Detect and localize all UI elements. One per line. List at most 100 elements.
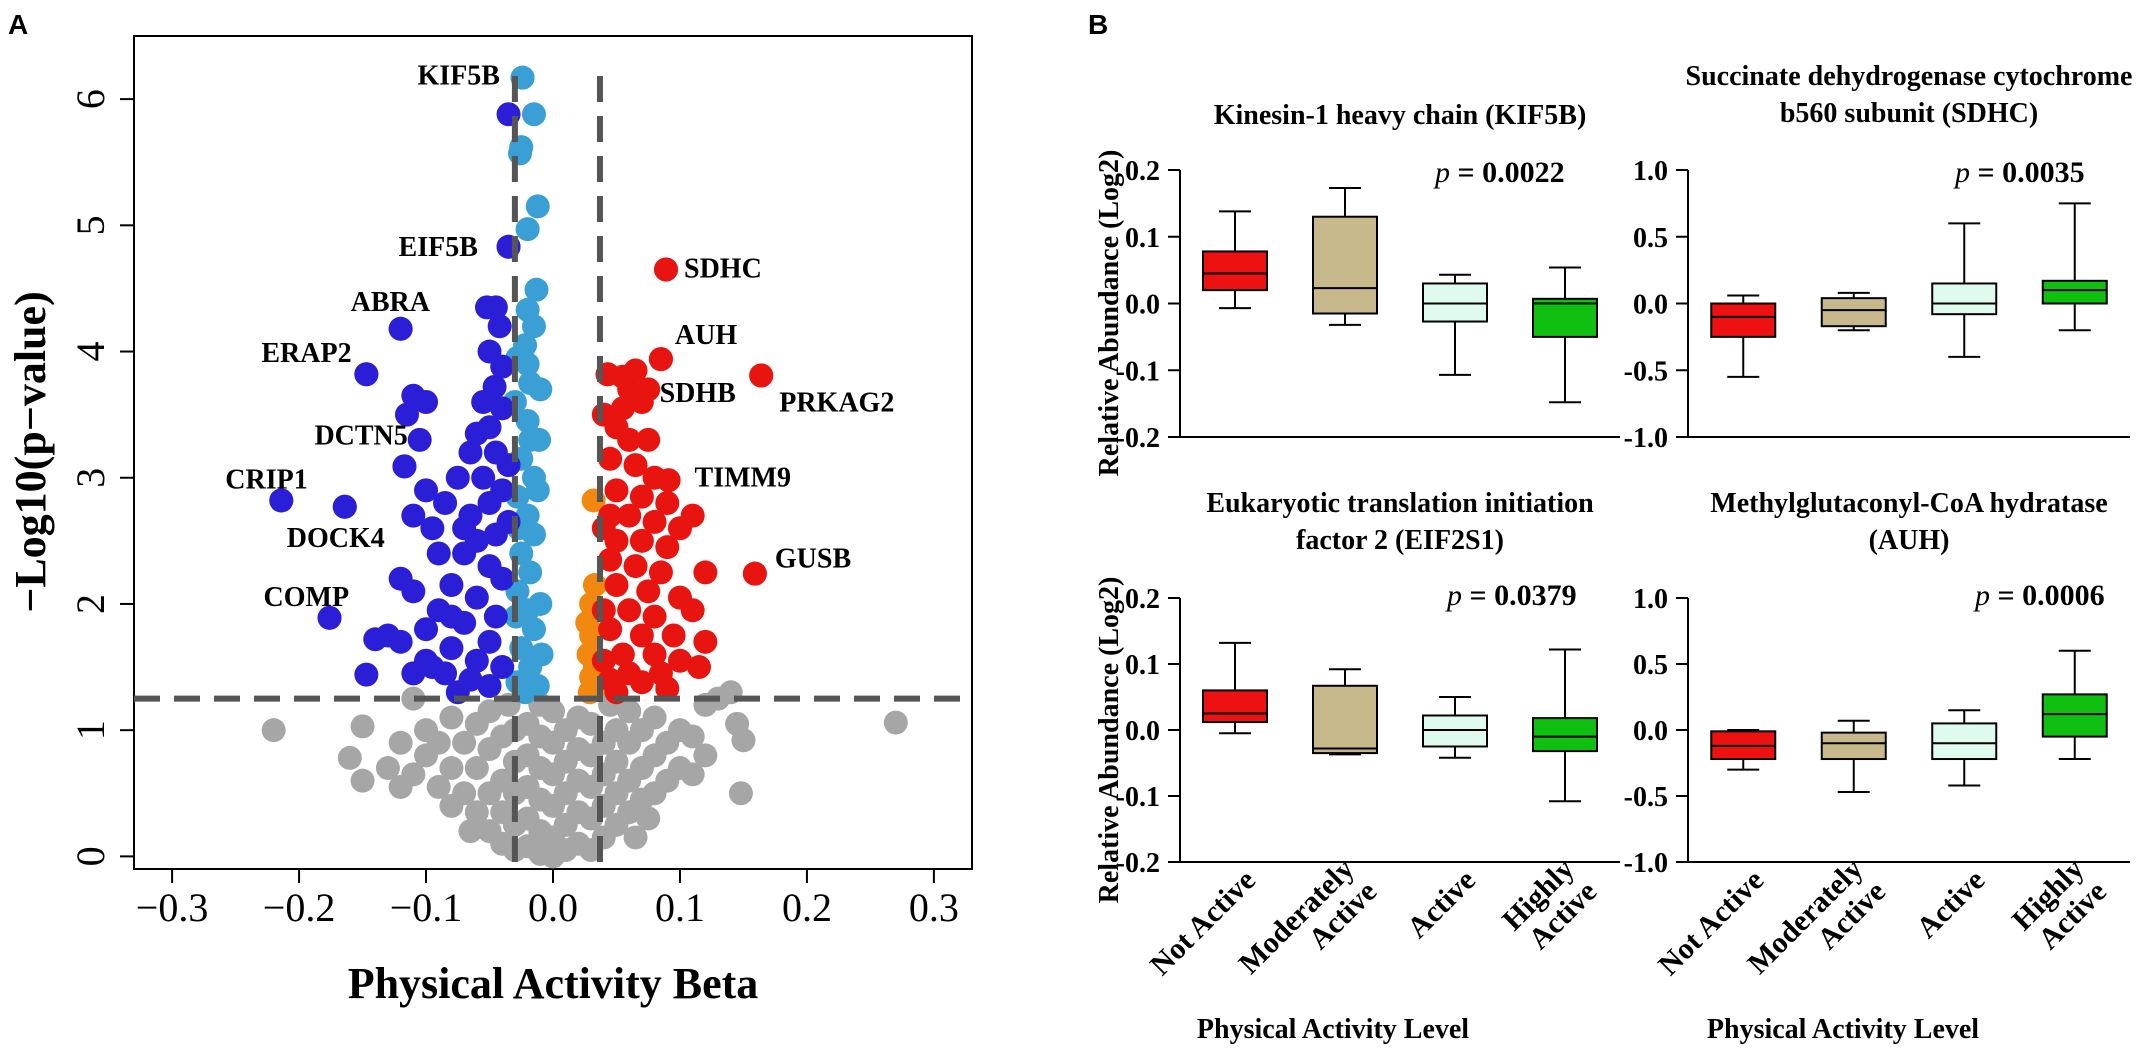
volcano-point-grey: [426, 774, 451, 799]
volcano-point-grey: [617, 699, 642, 724]
box-active: [1931, 222, 1998, 358]
volcano-point-red: [680, 598, 705, 623]
box-active: [1422, 696, 1488, 759]
box-iqr: [1710, 302, 1777, 338]
box-y-axis-label: Relative Abundance (Log2): [1094, 577, 1125, 904]
box-p-value: p = 0.0379: [1445, 579, 1577, 612]
volcano-point-erap2: [354, 362, 379, 387]
volcano-point-lightblue: [528, 591, 553, 616]
boxplot-kif5b: -0.2 -0.1 0.0 0.1 0.2 Kinesin-1 heavy chain (…: [1094, 100, 1620, 476]
volcano-point-blue: [490, 655, 515, 680]
volcano-point-red: [623, 554, 648, 579]
volcano-point-lightblue: [521, 617, 546, 642]
box-y-tick-label: -1.0: [1624, 423, 1668, 454]
volcano-point-auh: [648, 347, 673, 372]
volcano-point-grey: [337, 745, 362, 770]
volcano-point-grey: [693, 743, 718, 768]
box-y-tick-label: -1.0: [1624, 848, 1668, 879]
volcano-point-red: [617, 503, 642, 528]
panel-label-b: B: [1088, 9, 1108, 40]
volcano-point-red: [591, 648, 616, 673]
volcano-y-tick-label: 2: [68, 594, 113, 614]
volcano-point-blue: [414, 617, 439, 642]
volcano-point-grey: [636, 806, 661, 831]
volcano-point-blue: [483, 522, 508, 547]
box-y-axis-label: Relative Abundance (Log2): [1094, 150, 1125, 477]
volcano-point-blue: [401, 383, 426, 408]
volcano-point-grey: [642, 705, 667, 730]
volcano-point-red: [623, 453, 648, 478]
volcano-point-red: [667, 648, 692, 673]
volcano-point-grey: [388, 730, 413, 755]
volcano-point-red: [642, 642, 667, 667]
box-category-label: ModeratelyActive: [1232, 852, 1383, 1003]
volcano-points-blue: [269, 102, 521, 705]
volcano-point-red: [629, 484, 654, 509]
box-category-label: HighlyActive: [2006, 852, 2113, 959]
box-moderately-active: [1820, 291, 1887, 332]
box-highly-active: [1532, 266, 1598, 404]
volcano-y-tick-label: 0: [68, 846, 113, 866]
volcano-point-blue: [420, 655, 445, 680]
box-iqr: [1820, 297, 1887, 328]
volcano-point-red: [687, 655, 712, 680]
volcano-point-blue: [439, 636, 464, 661]
box-title: Methylglutaconyl-CoA hydratase: [1710, 488, 2107, 519]
volcano-point-red: [629, 623, 654, 648]
volcano-point-grey: [464, 756, 489, 781]
volcano-point-prkag2: [749, 363, 774, 388]
box-x-axis-label-right: Physical Activity Level: [1707, 1014, 1979, 1045]
volcano-point-red: [610, 396, 635, 421]
box-y-tick-label: 1.0: [1633, 156, 1668, 187]
volcano-label-dock4: DOCK4: [287, 523, 385, 554]
volcano-point-lightblue: [518, 560, 543, 585]
volcano-points-grey: [261, 680, 908, 869]
box-iqr: [1202, 250, 1268, 292]
volcano-point-red: [610, 642, 635, 667]
volcano-point-grey: [464, 800, 489, 825]
volcano-point-blue: [354, 662, 379, 687]
volcano-point-lightblue: [515, 408, 540, 433]
box-y-tick-label: 0.5: [1633, 223, 1668, 254]
volcano-label-gusb: GUSB: [775, 544, 851, 575]
volcano-y-ticks: 0 1 2 3 4 5 6: [68, 89, 134, 866]
volcano-point-blue: [490, 396, 515, 421]
volcano-point-red: [598, 547, 623, 572]
volcano-point-blue: [420, 516, 445, 541]
volcano-point-red: [655, 490, 680, 515]
box-title: Kinesin-1 heavy chain (KIF5B): [1214, 100, 1587, 131]
box-iqr: [1202, 689, 1268, 724]
box-y-tick-label: 1.0: [1633, 584, 1668, 615]
volcano-point-sdhc: [654, 257, 679, 282]
box-iqr: [1312, 684, 1378, 755]
volcano-point-blue: [464, 585, 489, 610]
box-x-axis-label-left: Physical Activity Level: [1197, 1014, 1469, 1045]
box-moderately-active: [1820, 719, 1887, 794]
box-category-label: Active: [1910, 864, 1991, 945]
box-iqr: [1312, 215, 1378, 315]
volcano-point-lightblue: [529, 642, 554, 667]
volcano-label-comp: COMP: [264, 582, 350, 613]
volcano-point-red: [693, 629, 718, 654]
volcano-point-red: [642, 509, 667, 534]
box-y-tick-label: -0.2: [1116, 848, 1160, 879]
volcano-point-red: [617, 427, 642, 452]
volcano-x-tick-label: −0.2: [263, 885, 336, 930]
volcano-label-eif5b: EIF5B: [399, 232, 478, 263]
box-active: [1931, 709, 1998, 787]
box-title: factor 2 (EIF2S1): [1296, 525, 1504, 556]
volcano-point-blue: [477, 490, 502, 515]
box-y-tick-label: 0.5: [1633, 650, 1668, 681]
volcano-point-grey: [680, 724, 705, 749]
volcano-point-dctn5: [392, 454, 417, 479]
volcano-y-tick-label: 4: [68, 342, 113, 362]
volcano-point-red: [629, 670, 654, 695]
volcano-y-tick-label: 3: [68, 468, 113, 488]
volcano-point-grey: [731, 728, 756, 753]
volcano-thresholds: [134, 76, 972, 869]
volcano-point-blue: [483, 295, 508, 320]
volcano-point-blue: [452, 516, 477, 541]
volcano-point-blue: [487, 314, 512, 339]
